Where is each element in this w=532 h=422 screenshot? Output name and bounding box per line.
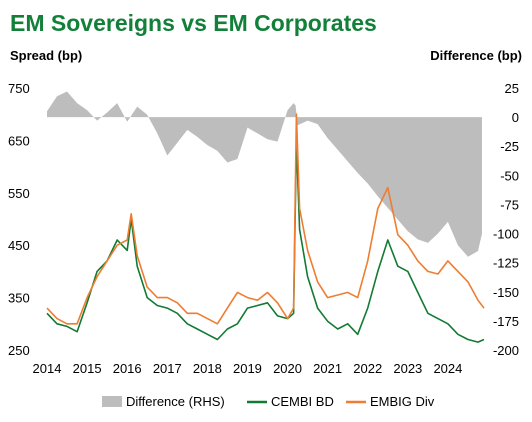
left-tick-label: 650: [8, 133, 30, 148]
right-tick-label: -25: [500, 139, 519, 154]
x-tick-label: 2024: [433, 361, 462, 376]
legend-label-embig: EMBIG Div: [370, 394, 435, 409]
x-tick-label: 2017: [153, 361, 182, 376]
plot-area: [46, 91, 485, 343]
right-tick-label: -125: [493, 256, 519, 271]
left-tick-label: 250: [8, 343, 30, 358]
right-tick-label: -150: [493, 285, 519, 300]
x-tick-label: 2020: [273, 361, 302, 376]
legend-label-difference: Difference (RHS): [126, 394, 225, 409]
x-tick-label: 2019: [233, 361, 262, 376]
left-axis: 750 650 550 450 350 250: [8, 81, 30, 358]
difference-area: [47, 91, 482, 257]
left-tick-label: 750: [8, 81, 30, 96]
right-tick-label: -50: [500, 168, 519, 183]
right-tick-label: -75: [500, 197, 519, 212]
x-tick-label: 2022: [353, 361, 382, 376]
left-axis-title: Spread (bp): [10, 48, 82, 63]
embig-div-line: [46, 113, 485, 325]
x-axis: 2014 2015 2016 2017 2018 2019 2020 2021 2022 2023…: [33, 361, 463, 376]
right-tick-label: -200: [493, 343, 519, 358]
left-tick-label: 550: [8, 186, 30, 201]
x-tick-label: 2015: [73, 361, 102, 376]
x-tick-label: 2016: [113, 361, 142, 376]
chart-title: EM Sovereigns vs EM Corporates: [10, 10, 377, 36]
difference-series: [47, 91, 482, 257]
right-tick-label: -100: [493, 227, 519, 242]
x-tick-label: 2014: [33, 361, 62, 376]
legend: Difference (RHS) CEMBI BD EMBIG Div: [102, 394, 435, 409]
right-tick-label: 25: [505, 81, 519, 96]
right-axis: 25 0 -25 -50 -75 -100 -125 -150 -175 -200: [493, 81, 519, 358]
right-axis-title: Difference (bp): [430, 48, 522, 63]
left-tick-label: 350: [8, 291, 30, 306]
legend-label-cembi: CEMBI BD: [271, 394, 334, 409]
right-tick-label: 0: [512, 110, 519, 125]
x-tick-label: 2018: [193, 361, 222, 376]
cembi-bd-line: [46, 139, 485, 343]
left-tick-label: 450: [8, 238, 30, 253]
right-tick-label: -175: [493, 314, 519, 329]
x-tick-label: 2021: [313, 361, 342, 376]
legend-swatch-difference: [102, 396, 122, 407]
x-tick-label: 2023: [393, 361, 422, 376]
line-series-group: [46, 113, 485, 343]
